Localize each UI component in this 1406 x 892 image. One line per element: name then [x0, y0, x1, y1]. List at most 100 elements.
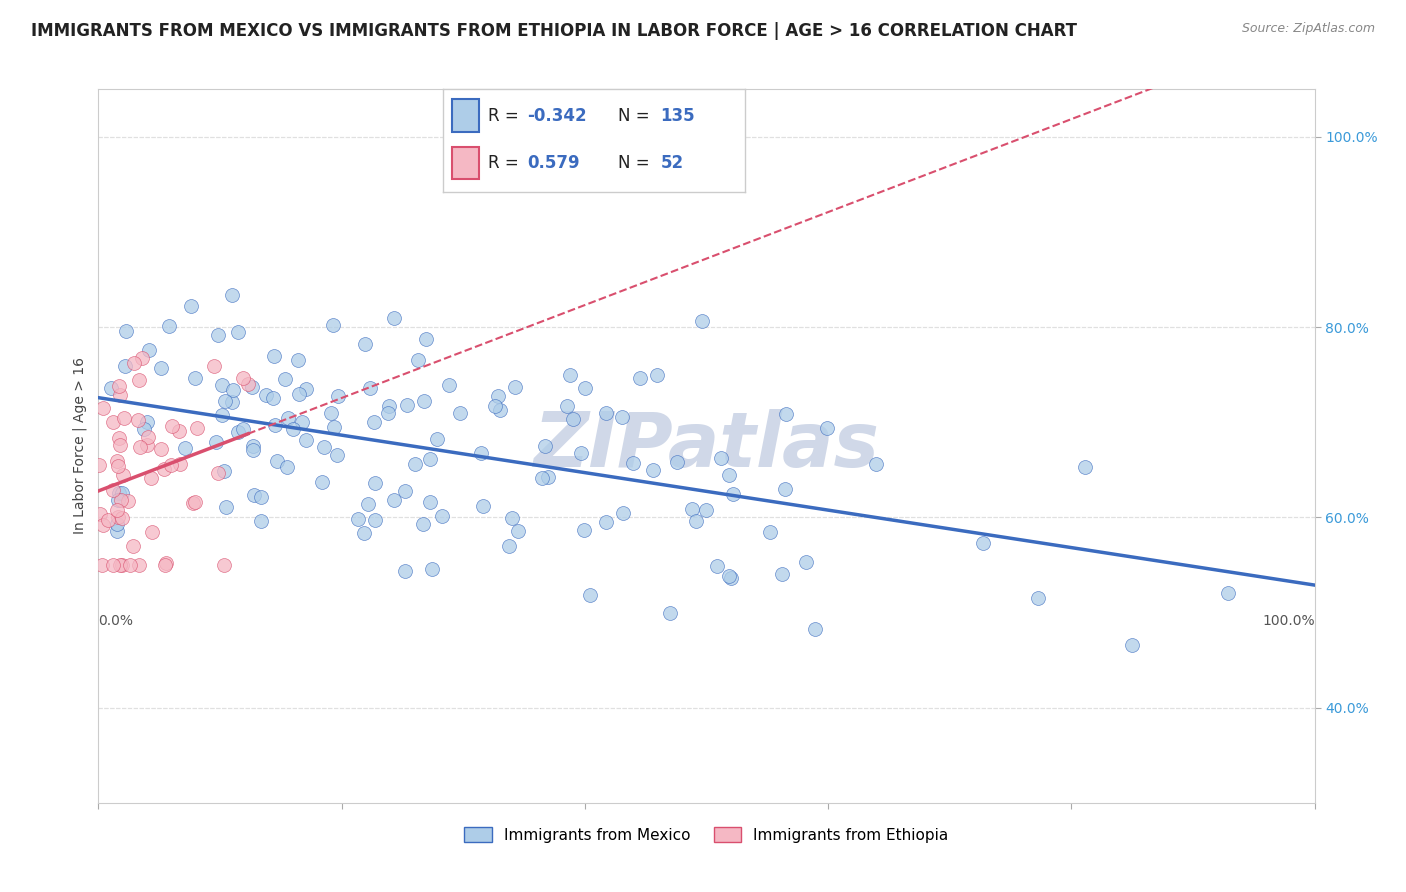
- Legend: Immigrants from Mexico, Immigrants from Ethiopia: Immigrants from Mexico, Immigrants from …: [458, 821, 955, 848]
- Point: [1026, 591, 1049, 606]
- Point: [101, 415, 124, 429]
- Text: 100.0%: 100.0%: [1263, 614, 1315, 628]
- Text: 0.0%: 0.0%: [98, 614, 134, 628]
- Point: [717, 569, 740, 583]
- Point: [501, 511, 523, 525]
- Point: [759, 524, 782, 539]
- Point: [155, 556, 177, 570]
- Point: [131, 351, 153, 365]
- Point: [695, 502, 717, 516]
- Point: [111, 558, 134, 572]
- Point: [690, 314, 713, 328]
- Point: [353, 337, 375, 351]
- Point: [256, 388, 278, 402]
- Point: [112, 411, 135, 425]
- Text: R =: R =: [488, 154, 524, 172]
- Point: [111, 468, 134, 483]
- Point: [101, 558, 124, 572]
- Point: [645, 368, 668, 383]
- Point: [96, 513, 118, 527]
- Point: [135, 438, 157, 452]
- Point: [685, 514, 707, 528]
- Point: [128, 373, 150, 387]
- Point: [214, 393, 236, 408]
- Point: [346, 511, 368, 525]
- Point: [382, 493, 405, 508]
- Point: [160, 419, 183, 434]
- Point: [628, 371, 651, 385]
- Point: [266, 454, 288, 468]
- Point: [212, 558, 235, 572]
- Point: [681, 502, 703, 516]
- Point: [287, 353, 309, 368]
- Point: [120, 558, 142, 572]
- Point: [775, 482, 797, 496]
- Point: [537, 470, 560, 484]
- Text: N =: N =: [619, 154, 655, 172]
- Point: [430, 509, 453, 524]
- Point: [659, 606, 682, 620]
- Point: [1216, 586, 1239, 600]
- Point: [408, 353, 430, 368]
- Point: [718, 468, 741, 483]
- Point: [574, 380, 596, 394]
- Point: [105, 517, 128, 532]
- Point: [865, 457, 887, 471]
- Point: [174, 441, 197, 455]
- Point: [90, 558, 112, 572]
- Point: [232, 421, 254, 435]
- Point: [226, 425, 249, 439]
- Point: [110, 493, 132, 508]
- Point: [439, 377, 461, 392]
- Point: [489, 403, 512, 417]
- Point: [555, 399, 578, 413]
- Point: [486, 388, 509, 402]
- Point: [415, 332, 437, 346]
- Point: [221, 384, 243, 398]
- Point: [107, 485, 129, 500]
- Point: [508, 524, 530, 538]
- Point: [353, 525, 375, 540]
- Point: [149, 442, 172, 456]
- Point: [221, 288, 243, 302]
- Point: [706, 559, 728, 574]
- Point: [363, 416, 385, 430]
- Text: Source: ZipAtlas.com: Source: ZipAtlas.com: [1241, 22, 1375, 36]
- Point: [579, 588, 602, 602]
- Point: [111, 486, 134, 500]
- Point: [108, 558, 131, 572]
- Point: [108, 438, 131, 452]
- Point: [426, 433, 449, 447]
- Point: [129, 441, 152, 455]
- Point: [274, 371, 297, 385]
- Point: [364, 513, 387, 527]
- Point: [242, 488, 264, 502]
- Point: [127, 413, 149, 427]
- Point: [530, 471, 553, 485]
- Point: [202, 359, 225, 373]
- Point: [107, 379, 129, 393]
- Point: [169, 457, 191, 471]
- Point: [396, 398, 419, 412]
- Point: [394, 564, 416, 578]
- Point: [181, 496, 204, 510]
- Point: [87, 458, 110, 472]
- Point: [122, 356, 145, 370]
- Point: [105, 503, 128, 517]
- Point: [720, 571, 742, 585]
- Point: [128, 558, 150, 572]
- Point: [382, 311, 405, 326]
- Point: [621, 456, 644, 470]
- Point: [412, 517, 434, 532]
- Point: [139, 471, 162, 485]
- Point: [394, 483, 416, 498]
- Point: [404, 458, 426, 472]
- Point: [141, 524, 163, 539]
- Point: [498, 540, 520, 554]
- Point: [236, 376, 259, 391]
- Point: [115, 324, 138, 338]
- Point: [100, 381, 122, 395]
- Point: [281, 422, 304, 436]
- Point: [159, 318, 181, 333]
- Point: [972, 536, 994, 550]
